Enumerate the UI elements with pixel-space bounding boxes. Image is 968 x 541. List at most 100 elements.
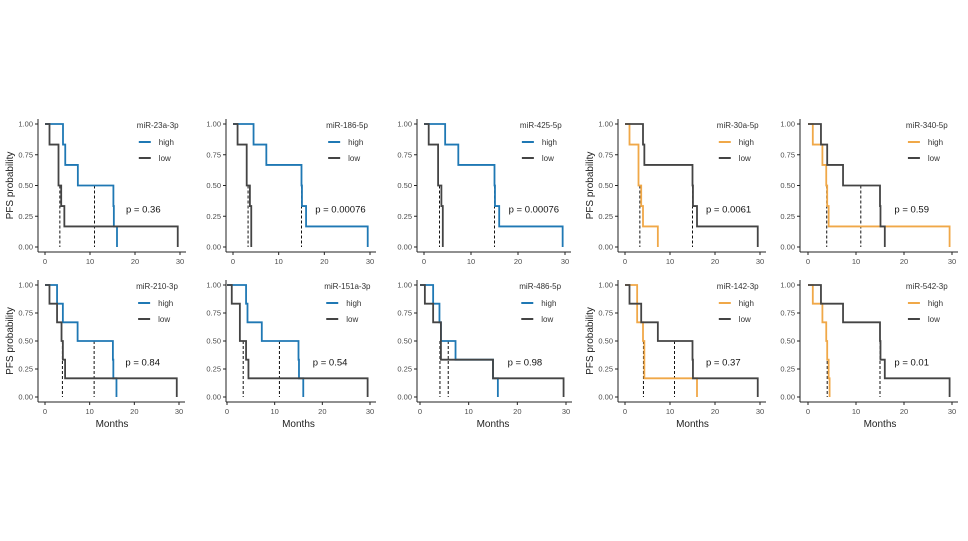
km-panel-mir-542-3p: 0.00 0.25 0.50 0.75 1.00 0 10 20 30 Months miR-542… [780,280,958,430]
km-panel-mir-23a-3p: 0.00 0.25 0.50 0.75 1.00 0 10 20 30 PFS probabili… [5,119,186,266]
x-tick-label: 10 [666,257,674,266]
y-tick-label: 1.00 [206,120,221,129]
y-tick-label: 0.25 [206,212,221,221]
x-tick-label: 20 [711,257,719,266]
x-tick-label: 0 [418,407,422,416]
legend-label-high: high [541,299,556,308]
y-tick-label: 0.75 [397,150,412,159]
km-panel-mir-151a-3p: 0.00 0.25 0.50 0.75 1.00 0 10 20 30 Months miR-151… [206,280,376,430]
km-curve-low [625,284,759,397]
x-tick-label: 30 [948,407,956,416]
km-curve-low [420,284,565,397]
y-tick-label: 0.25 [780,365,795,374]
y-tick-label: 0.50 [397,181,412,190]
y-tick-label: 1.00 [598,120,613,129]
legend-label-high: high [739,299,754,308]
legend-title: miR-542-3p [906,282,948,291]
legend-label-low: low [159,154,171,163]
y-tick-label: 1.00 [780,120,795,129]
y-tick-label: 0.75 [206,309,221,318]
x-tick-label: 20 [131,257,139,266]
km-curve-high [424,123,564,247]
legend-label-high: high [346,299,361,308]
km-panel-mir-486-5p: 0.00 0.25 0.50 0.75 1.00 0 10 20 30 Months miR-486… [397,280,572,430]
y-axis-label: PFS probability [5,307,16,375]
x-tick-label: 20 [130,407,138,416]
p-value-label: p = 0.84 [125,358,160,369]
y-tick-label: 1.00 [18,281,33,290]
km-curve-high [45,123,118,247]
y-tick-label: 0.75 [18,309,33,318]
x-axis-label: Months [282,419,315,430]
legend-title: miR-486-5p [519,282,561,291]
y-tick-label: 0.00 [18,243,33,252]
y-tick-label: 0.50 [18,337,33,346]
km-panel-mir-186-5p: 0.00 0.25 0.50 0.75 1.00 0 10 20 30 miR-186-5p hig… [206,119,376,266]
p-value-label: p = 0.59 [894,205,929,216]
km-curve-high [45,284,118,397]
legend-label-low: low [739,315,751,324]
legend-title: miR-340-5p [906,121,948,130]
y-tick-label: 0.25 [18,212,33,221]
x-tick-label: 10 [274,257,282,266]
p-value-label: p = 0.00076 [315,205,365,216]
y-axis-label: PFS probability [5,152,16,220]
y-tick-label: 0.75 [598,309,613,318]
legend-title: miR-30a-5p [717,121,759,130]
x-tick-label: 20 [513,407,521,416]
legend-title: miR-151a-3p [324,282,371,291]
y-tick-label: 1.00 [397,120,412,129]
km-curve-low [625,123,759,247]
y-tick-label: 1.00 [397,281,412,290]
y-tick-label: 0.00 [397,393,412,402]
y-tick-label: 0.00 [206,243,221,252]
x-tick-label: 10 [852,257,860,266]
y-tick-label: 0.50 [206,181,221,190]
legend-title: miR-142-3p [717,282,759,291]
km-curve-high [625,123,659,247]
y-tick-label: 0.50 [780,181,795,190]
legend-label-high: high [158,299,173,308]
km-curve-high [625,284,698,397]
legend-label-low: low [346,315,358,324]
km-panel-mir-30a-5p: 0.00 0.25 0.50 0.75 1.00 0 10 20 30 PFS probabili… [585,119,766,266]
y-tick-label: 0.50 [780,337,795,346]
y-tick-label: 0.25 [598,365,613,374]
km-curve-high [233,123,369,247]
x-tick-label: 30 [756,257,764,266]
legend-label-low: low [541,315,553,324]
p-value-label: p = 0.01 [894,358,929,369]
y-tick-label: 0.25 [397,212,412,221]
y-tick-label: 0.75 [780,309,795,318]
x-tick-label: 30 [561,257,569,266]
y-tick-label: 0.50 [598,337,613,346]
km-curve-low [45,123,179,247]
x-tick-label: 0 [43,407,47,416]
legend-label-high: high [739,138,754,147]
y-tick-label: 0.25 [780,212,795,221]
x-tick-label: 10 [666,407,674,416]
y-axis-label: PFS probability [585,152,596,220]
y-tick-label: 0.50 [18,181,33,190]
x-tick-label: 20 [900,257,908,266]
y-tick-label: 0.75 [780,150,795,159]
x-tick-label: 30 [562,407,570,416]
x-tick-label: 10 [464,407,472,416]
y-tick-label: 1.00 [18,120,33,129]
y-tick-label: 0.25 [397,365,412,374]
legend-title: miR-425-5p [520,121,562,130]
km-curve-low [808,284,951,397]
p-value-label: p = 0.00076 [509,205,559,216]
km-curve-high [808,123,951,247]
y-tick-label: 0.50 [206,337,221,346]
km-panel-mir-142-3p: 0.00 0.25 0.50 0.75 1.00 0 10 20 30 PFS probabili… [585,280,766,430]
km-curve-low [424,123,444,247]
km-curve-high [420,284,499,397]
y-tick-label: 0.00 [397,243,412,252]
y-tick-label: 0.75 [397,309,412,318]
p-value-label: p = 0.0061 [706,205,751,216]
x-tick-label: 30 [948,257,956,266]
x-tick-label: 30 [366,407,374,416]
km-panel-mir-340-5p: 0.00 0.25 0.50 0.75 1.00 0 10 20 30 miR-340-5p hig… [780,119,958,266]
